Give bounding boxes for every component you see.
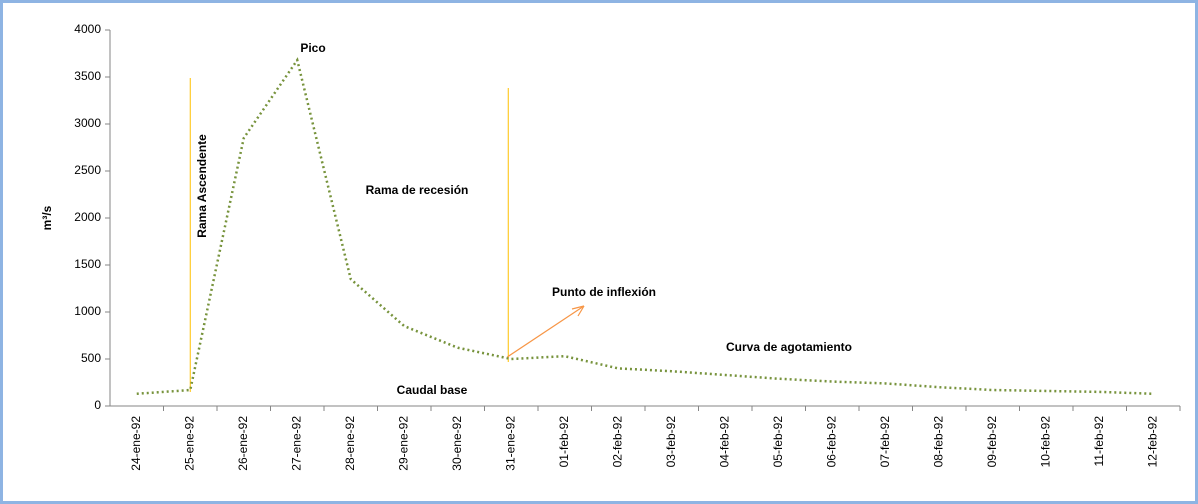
- x-tick-label: 31-ene-92: [503, 416, 517, 471]
- series-line: [136, 57, 1154, 396]
- x-tick-label: 27-ene-92: [289, 416, 303, 471]
- arrow-head: [571, 305, 585, 317]
- annotation: Punto de inflexión: [552, 285, 656, 299]
- x-tick-label: 29-ene-92: [396, 416, 410, 471]
- x-tick-label: 08-feb-92: [931, 416, 945, 468]
- x-tick-label: 24-ene-92: [129, 416, 143, 471]
- annotation: Curva de agotamiento: [726, 340, 852, 354]
- x-tick-label: 25-ene-92: [182, 416, 196, 471]
- y-tick-label: 4000: [74, 22, 101, 36]
- x-tick-label: 12-feb-92: [1145, 416, 1159, 468]
- y-tick-label: 500: [81, 351, 101, 365]
- y-tick-label: 1500: [74, 257, 101, 271]
- x-tick-label: 02-feb-92: [610, 416, 624, 468]
- x-tick-label: 07-feb-92: [878, 416, 892, 468]
- y-tick-label: 1000: [74, 304, 101, 318]
- y-tick-label: 0: [94, 398, 101, 412]
- x-tick-label: 09-feb-92: [985, 416, 999, 468]
- x-tick-label: 05-feb-92: [771, 416, 785, 468]
- x-tick-label: 03-feb-92: [664, 416, 678, 468]
- y-tick-label: 3000: [74, 116, 101, 130]
- x-tick-label: 30-ene-92: [450, 416, 464, 471]
- x-tick-label: 28-ene-92: [343, 416, 357, 471]
- y-tick-label: 2500: [74, 163, 101, 177]
- arrow: [506, 305, 585, 358]
- x-tick-label: 04-feb-92: [717, 416, 731, 468]
- y-axis-label: m³/s: [40, 205, 54, 230]
- x-tick-label: 01-feb-92: [557, 416, 571, 468]
- x-tick-label: 26-ene-92: [236, 416, 250, 471]
- annotation: Pico: [300, 41, 325, 55]
- y-tick-label: 3500: [74, 69, 101, 83]
- annotation: Caudal base: [397, 383, 468, 397]
- y-tick-label: 2000: [74, 210, 101, 224]
- x-tick-label: 06-feb-92: [824, 416, 838, 468]
- x-tick-label: 11-feb-92: [1092, 416, 1106, 467]
- annotation: Rama Ascendente: [195, 134, 209, 238]
- annotation: Rama de recesión: [366, 183, 469, 197]
- x-tick-label: 10-feb-92: [1038, 416, 1052, 468]
